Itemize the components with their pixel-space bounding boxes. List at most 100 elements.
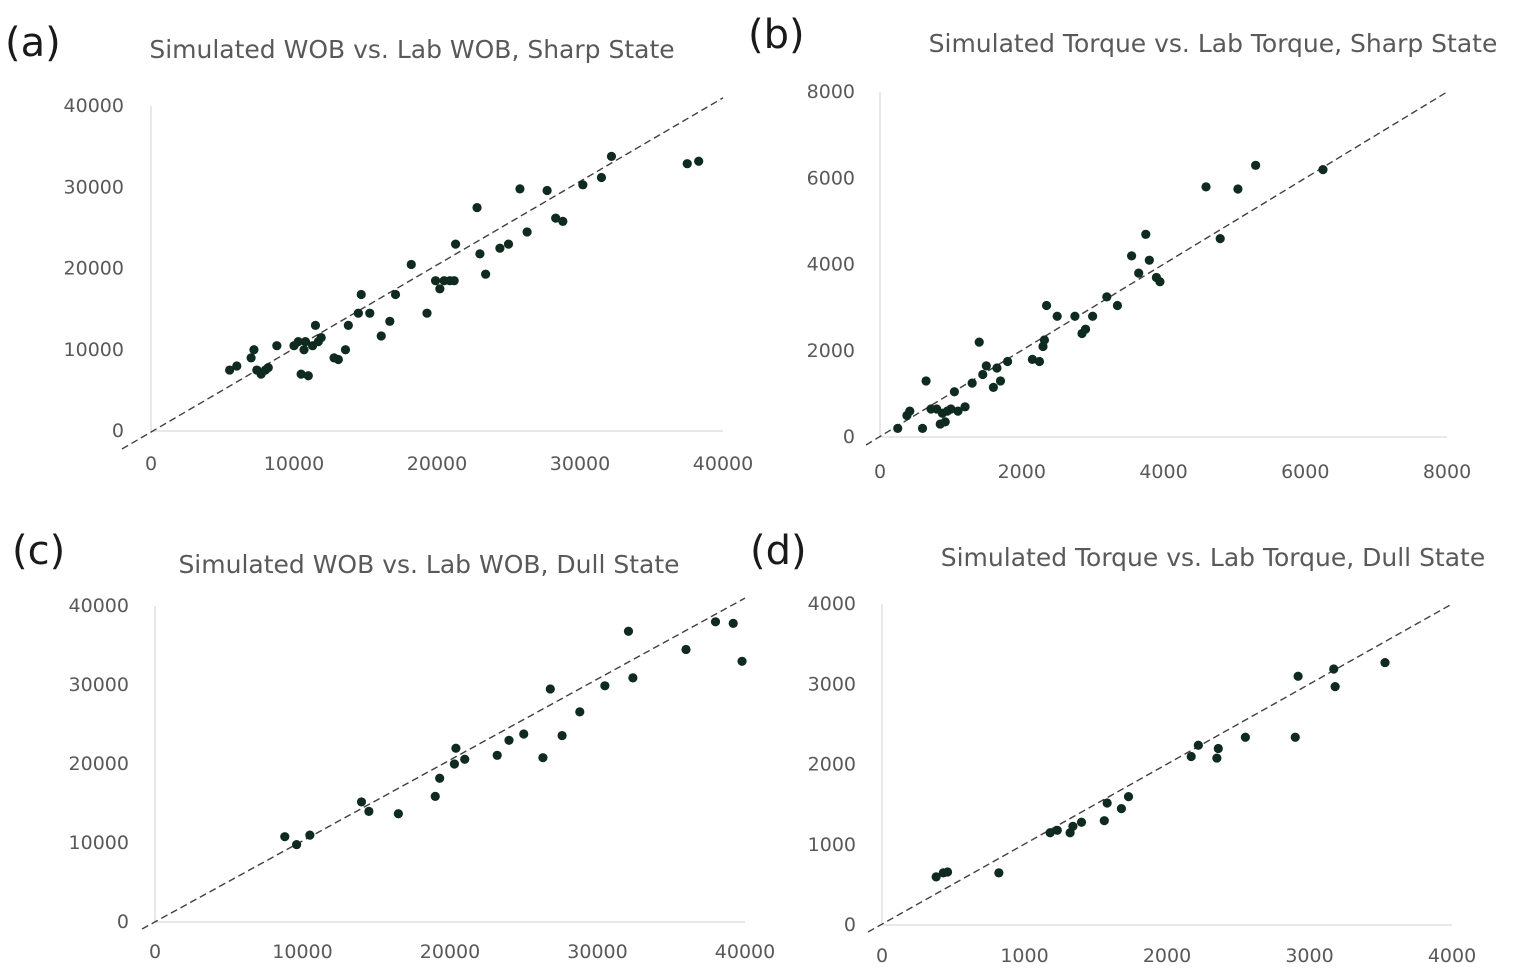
- chart-panel-a: (a) Simulated WOB vs. Lab WOB, Sharp Sta…: [5, 20, 753, 475]
- data-point-b-38: [1144, 255, 1154, 265]
- y-tick-label-d-3: 3000: [808, 673, 856, 695]
- y-tick-labels-d: 0 1000 2000 3000 4000: [808, 593, 856, 936]
- data-point-b-32: [1088, 311, 1098, 321]
- data-point-c-6: [430, 791, 440, 801]
- y-tick-labels-c: 0 10000 20000 30000 40000: [69, 595, 129, 933]
- data-point-b-33: [1102, 292, 1112, 302]
- trendline-c: [141, 597, 746, 930]
- data-point-d-14: [1193, 740, 1203, 750]
- data-point-b-23: [1027, 354, 1037, 364]
- x-tick-label-c-3: 30000: [567, 941, 627, 963]
- data-point-d-17: [1240, 732, 1250, 742]
- data-point-a-35: [449, 276, 459, 286]
- data-point-b-24: [1034, 356, 1045, 367]
- data-point-b-35: [1127, 251, 1137, 261]
- data-point-d-20: [1329, 664, 1339, 674]
- data-point-a-37: [472, 202, 482, 213]
- x-tick-label-c-0: 0: [149, 941, 161, 963]
- chart-panel-b: (b) Simulated Torque vs. Lab Torque, Sha…: [748, 12, 1497, 483]
- x-tick-label-d-0: 0: [876, 945, 888, 967]
- data-point-b-14: [960, 402, 970, 412]
- data-point-b-43: [1233, 184, 1243, 194]
- data-point-a-45: [551, 213, 561, 223]
- x-tick-label-a-1: 10000: [264, 453, 324, 475]
- data-point-c-7: [435, 773, 445, 783]
- x-tick-label-a-4: 40000: [693, 453, 753, 475]
- data-point-a-2: [246, 353, 256, 363]
- data-point-a-3: [249, 345, 259, 355]
- x-tick-label-b-4: 8000: [1423, 461, 1471, 483]
- y-tick-label-d-0: 0: [844, 914, 856, 936]
- data-point-d-18: [1290, 732, 1300, 742]
- y-tick-label-c-1: 10000: [69, 832, 129, 854]
- data-point-b-31: [1080, 324, 1091, 334]
- data-point-a-29: [406, 259, 416, 270]
- data-point-d-7: [1068, 821, 1078, 831]
- data-point-a-46: [558, 216, 568, 226]
- data-point-c-15: [545, 684, 555, 694]
- data-point-c-13: [519, 729, 529, 739]
- trendline-b: [865, 91, 1448, 446]
- data-point-a-51: [694, 156, 704, 166]
- y-tick-label-d-1: 1000: [808, 834, 856, 856]
- data-points-c: [280, 617, 747, 850]
- data-point-a-28: [390, 289, 401, 300]
- data-point-c-2: [305, 830, 315, 840]
- chart-title-c: Simulated WOB vs. Lab WOB, Dull State: [178, 550, 679, 579]
- y-tick-label-a-0: 0: [112, 420, 124, 442]
- data-point-c-17: [575, 707, 585, 717]
- data-point-b-40: [1155, 277, 1165, 287]
- y-tick-label-d-2: 2000: [808, 754, 856, 776]
- y-tick-label-b-2: 4000: [807, 254, 855, 276]
- data-point-a-22: [343, 320, 353, 330]
- data-point-a-20: [333, 354, 343, 365]
- data-point-d-2: [942, 867, 953, 877]
- data-point-a-43: [522, 227, 532, 237]
- data-point-d-9: [1099, 816, 1109, 826]
- data-point-a-23: [353, 308, 363, 318]
- y-tick-label-a-2: 20000: [64, 258, 124, 280]
- data-point-a-32: [435, 284, 445, 294]
- y-tick-label-a-4: 40000: [64, 95, 124, 117]
- data-point-b-9: [940, 417, 950, 427]
- data-point-b-12: [949, 387, 960, 397]
- x-tick-label-d-1: 1000: [1000, 945, 1048, 967]
- data-point-a-12: [299, 345, 309, 355]
- data-point-b-16: [974, 337, 984, 347]
- data-point-c-10: [460, 754, 470, 764]
- data-point-b-15: [967, 378, 977, 388]
- data-point-a-48: [596, 172, 607, 183]
- data-point-b-34: [1112, 300, 1123, 311]
- x-tick-label-d-4: 4000: [1428, 945, 1476, 967]
- x-tick-label-d-2: 2000: [1143, 945, 1191, 967]
- data-point-d-15: [1212, 753, 1222, 763]
- data-point-b-0: [893, 423, 903, 433]
- data-point-a-47: [578, 180, 588, 190]
- data-point-c-4: [364, 806, 374, 817]
- data-point-c-12: [504, 735, 514, 745]
- data-point-a-26: [376, 331, 386, 341]
- panel-label-b: (b): [748, 12, 805, 58]
- y-tick-label-b-4: 8000: [807, 81, 855, 103]
- data-point-a-7: [263, 363, 273, 373]
- chart-panel-d: (d) Simulated Torque vs. Lab Torque, Dul…: [750, 528, 1485, 967]
- data-point-a-25: [365, 308, 375, 318]
- data-point-b-26: [1039, 335, 1050, 345]
- data-point-a-49: [606, 151, 617, 161]
- x-tick-label-a-2: 20000: [407, 453, 467, 475]
- y-tick-label-b-3: 6000: [807, 167, 855, 189]
- panel-label-c: (c): [12, 528, 65, 574]
- data-point-a-50: [682, 159, 692, 169]
- data-point-c-18: [600, 681, 610, 691]
- data-point-c-9: [451, 743, 461, 753]
- data-point-a-36: [450, 239, 461, 249]
- x-tick-labels-d: 0 1000 2000 3000 4000: [876, 945, 1476, 967]
- data-point-d-19: [1293, 671, 1303, 681]
- panel-label-a: (a): [5, 20, 61, 66]
- data-point-b-42: [1215, 234, 1225, 244]
- data-point-b-36: [1134, 268, 1144, 278]
- data-point-a-40: [495, 243, 505, 253]
- data-point-a-10: [293, 337, 303, 347]
- y-tick-label-c-3: 30000: [69, 674, 129, 696]
- chart-title-a: Simulated WOB vs. Lab WOB, Sharp State: [149, 35, 674, 64]
